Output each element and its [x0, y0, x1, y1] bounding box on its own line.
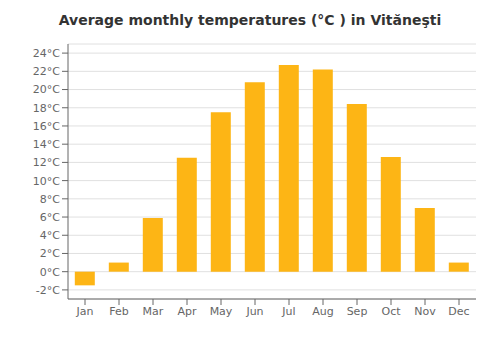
svg-text:24°C: 24°C [33, 47, 60, 60]
svg-text:Jul: Jul [281, 305, 295, 318]
svg-text:Dec: Dec [448, 305, 469, 318]
svg-text:-2°C: -2°C [36, 284, 60, 297]
svg-text:8°C: 8°C [40, 193, 60, 206]
svg-text:18°C: 18°C [33, 102, 60, 115]
svg-text:0°C: 0°C [40, 266, 60, 279]
svg-text:12°C: 12°C [33, 156, 60, 169]
svg-text:4°C: 4°C [40, 229, 60, 242]
html-text:Average monthly temperatures (: Average monthly temperatures (°C ) in Vi… [58, 12, 442, 28]
svg-text:16°C: 16°C [33, 120, 60, 133]
svg-text:Jun: Jun [245, 305, 263, 318]
svg-text:Jan: Jan [76, 305, 94, 318]
svg-text:Oct: Oct [381, 305, 401, 318]
svg-text:Apr: Apr [177, 305, 197, 318]
svg-text:Sep: Sep [347, 305, 368, 318]
svg-text:22°C: 22°C [33, 65, 60, 78]
svg-text:14°C: 14°C [33, 138, 60, 151]
svg-text:20°C: 20°C [33, 83, 60, 96]
svg-text:6°C: 6°C [40, 211, 60, 224]
svg-text:Nov: Nov [414, 305, 436, 318]
svg-text:10°C: 10°C [33, 175, 60, 188]
svg-text:Feb: Feb [109, 305, 128, 318]
svg-text:May: May [210, 305, 233, 318]
svg-text:2°C: 2°C [40, 247, 60, 260]
svg-text:Aug: Aug [312, 305, 333, 318]
svg-text:Mar: Mar [143, 305, 164, 318]
